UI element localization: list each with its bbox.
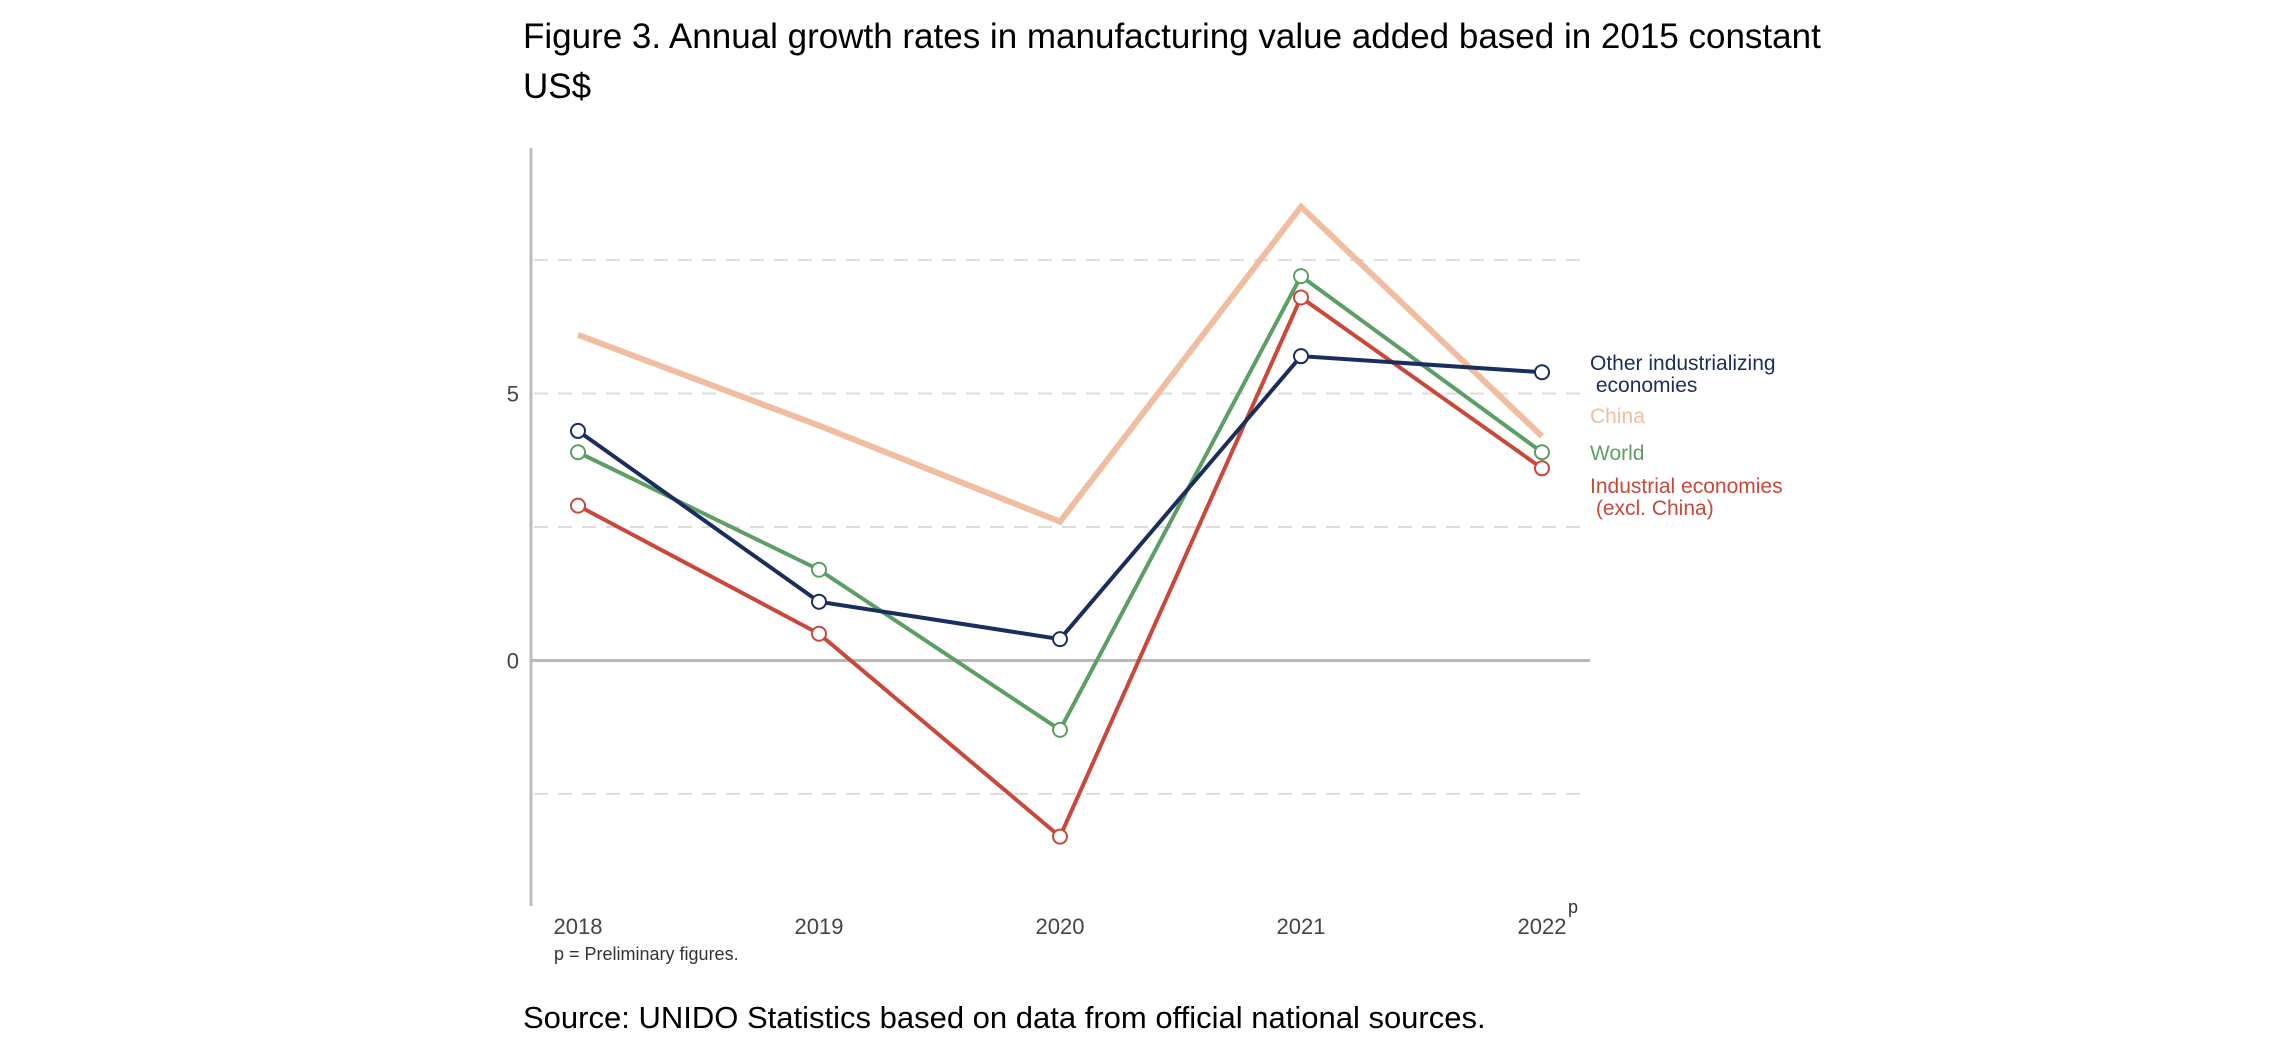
- series-other-industrializing-economies: [570, 348, 1550, 648]
- y-tick-label: 0: [507, 648, 519, 673]
- preliminary-superscript: p: [1568, 897, 1578, 917]
- data-point: [1052, 828, 1068, 845]
- legend-label: Other industrializing economies: [1590, 352, 1776, 397]
- data-point: [1293, 268, 1309, 285]
- data-point: [1052, 721, 1068, 738]
- data-point: [811, 561, 827, 578]
- data-point: [811, 593, 827, 610]
- data-point: [1534, 444, 1550, 461]
- data-point: [1293, 289, 1309, 306]
- data-point: [1293, 348, 1309, 365]
- x-tick-label: 2020: [1036, 914, 1085, 939]
- x-tick-label: 2021: [1277, 914, 1326, 939]
- figure-title: Figure 3. Annual growth rates in manufac…: [523, 17, 1821, 106]
- data-point: [1534, 364, 1550, 381]
- legend-label: Industrial economies (excl. China): [1590, 475, 1783, 520]
- x-tick-label: 2018: [554, 914, 603, 939]
- data-point: [570, 444, 586, 461]
- series-line: [576, 354, 1543, 642]
- data-point: [570, 497, 586, 514]
- series-industrial-economies-excl-china: [570, 289, 1550, 845]
- x-tick-label: 2022: [1518, 914, 1567, 939]
- data-point: [1534, 460, 1550, 477]
- series-line: [576, 202, 1545, 526]
- series-world: [570, 268, 1550, 738]
- y-tick-label: 5: [507, 382, 519, 407]
- data-point: [1052, 631, 1068, 648]
- preliminary-note: p = Preliminary figures.: [554, 944, 739, 964]
- series-china: [576, 202, 1545, 526]
- data-point: [570, 422, 586, 439]
- data-point: [811, 625, 827, 642]
- figure-source: Source: UNIDO Statistics based on data f…: [523, 1000, 1486, 1035]
- legend-label: World: [1590, 442, 1644, 465]
- legend-label: China: [1590, 405, 1645, 428]
- x-tick-label: 2019: [795, 914, 844, 939]
- series-line: [577, 294, 1544, 840]
